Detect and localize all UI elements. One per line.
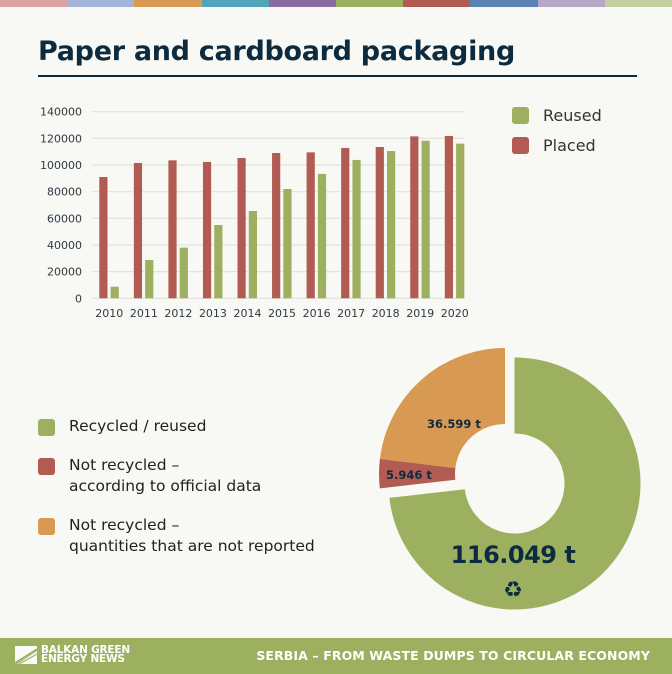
bar-reused (248, 210, 257, 299)
color-strip-segment (470, 0, 538, 7)
y-tick-label: 140000 (40, 106, 82, 119)
legend-swatch-not-reported (38, 518, 55, 535)
y-tick-label: 0 (75, 292, 82, 305)
bar-reused (283, 189, 292, 299)
x-tick-label: 2020 (441, 307, 469, 320)
bar-reused (214, 224, 223, 299)
y-tick-label: 100000 (40, 159, 82, 172)
x-tick-label: 2010 (95, 307, 123, 320)
value-label-recycled: 116.049 t (451, 541, 576, 569)
color-strip-segment (134, 0, 202, 7)
color-strip-segment (67, 0, 135, 7)
color-strip-segment (336, 0, 404, 7)
recycle-icon: ♻ (503, 578, 523, 603)
color-strip-segment (201, 0, 269, 7)
legend-label-not-reported: Not recycled – quantities that are not r… (69, 516, 315, 555)
bar-placed (168, 160, 177, 299)
logo-line-1: BALKAN GREEN (41, 644, 130, 656)
color-strip-segment (0, 0, 68, 7)
y-tick-label: 120000 (40, 132, 82, 145)
legend-item-placed: Placed (512, 130, 602, 160)
legend-label-reused: Reused (543, 105, 602, 125)
bar-placed (444, 135, 453, 299)
value-label-not-recycled-official: 5.946 t (386, 468, 432, 482)
logo-line-2: ENERGY NEWS (41, 653, 125, 665)
value-label-not-reported: 36.599 t (427, 417, 481, 431)
bar-placed (202, 161, 212, 299)
bar-placed (341, 147, 350, 299)
bar-chart: 0 20000 40000 60000 80000 100000 120000 140000 2… (0, 95, 672, 330)
y-tick-label: 40000 (47, 239, 82, 252)
color-strip-segment (537, 0, 605, 7)
bar-placed (306, 152, 315, 299)
color-strip-segment (604, 0, 672, 7)
page-title: Paper and cardboard packaging (38, 36, 515, 67)
legend-label-not-recycled-official: Not recycled – according to official dat… (69, 456, 262, 495)
x-tick-label: 2011 (130, 307, 158, 320)
logo-leaf-icon (15, 646, 37, 664)
legend-swatch-placed (512, 136, 529, 154)
x-tick-label: 2013 (199, 307, 227, 320)
legend-swatch-reused (512, 106, 529, 124)
legend-item-not-recycled-official: Not recycled – according to official dat… (38, 455, 315, 497)
legend-item-recycled: Recycled / reused (38, 416, 315, 437)
bar-reused (179, 247, 188, 299)
x-tick-label: 2019 (406, 307, 434, 320)
donut-slice-not-reported (379, 348, 505, 468)
bar-placed (272, 153, 281, 299)
bar-placed (99, 177, 108, 299)
footer-bar: BALKAN GREEN ENERGY NEWS SERBIA – FROM W… (0, 638, 672, 674)
x-tick-label: 2015 (268, 307, 296, 320)
legend-swatch-not-recycled-official (38, 458, 55, 475)
legend-label-placed: Placed (543, 135, 596, 155)
y-tick-label: 80000 (47, 186, 82, 199)
y-tick-label: 20000 (47, 266, 82, 279)
bar-reused (352, 159, 361, 299)
x-tick-label: 2017 (337, 307, 365, 320)
color-strip-segment (268, 0, 337, 7)
bar-reused (145, 260, 154, 299)
donut-chart-legend: Recycled / reused Not recycled – accordi… (38, 416, 315, 575)
color-strip (0, 0, 672, 7)
x-tick-label: 2018 (372, 307, 400, 320)
bar-placed (237, 157, 246, 299)
legend-swatch-recycled (38, 419, 55, 436)
legend-item-reused: Reused (512, 100, 602, 130)
legend-label-recycled: Recycled / reused (69, 417, 207, 435)
bar-chart-legend: Reused Placed (512, 100, 602, 160)
legend-item-not-reported: Not recycled – quantities that are not r… (38, 515, 315, 557)
x-tick-label: 2016 (303, 307, 331, 320)
bar-reused (421, 140, 430, 299)
x-tick-label: 2012 (164, 307, 192, 320)
bar-reused (110, 286, 119, 299)
bar-placed (375, 147, 384, 299)
y-tick-label: 60000 (47, 212, 82, 225)
bar-reused (456, 143, 465, 299)
donut-chart: 116.049 t 5.946 t 36.599 t ♻ (360, 335, 660, 625)
footer-tagline: SERBIA – FROM WASTE DUMPS TO CIRCULAR EC… (256, 648, 650, 663)
bar-placed (133, 163, 143, 299)
color-strip-segment (403, 0, 471, 7)
bar-placed (410, 136, 419, 299)
bar-reused (317, 173, 327, 299)
publisher-logo: BALKAN GREEN ENERGY NEWS (15, 644, 130, 665)
x-tick-label: 2014 (234, 307, 262, 320)
donut-slice-not-recycled-official (379, 458, 456, 489)
bar-reused (387, 151, 396, 299)
donut-slice-recycled (389, 357, 641, 610)
title-divider (38, 75, 637, 77)
